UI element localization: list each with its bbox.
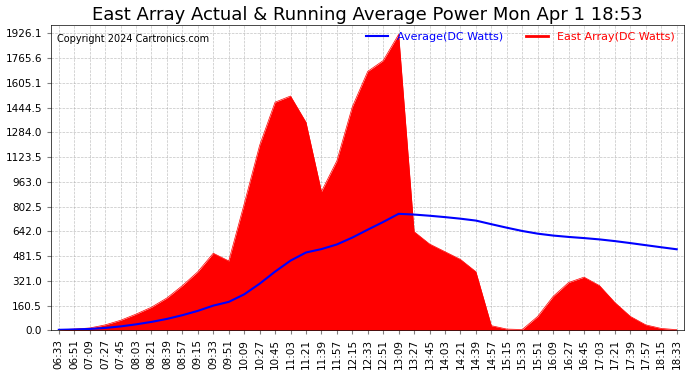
Legend: Average(DC Watts), East Array(DC Watts): Average(DC Watts), East Array(DC Watts) — [362, 28, 679, 46]
Text: Copyright 2024 Cartronics.com: Copyright 2024 Cartronics.com — [57, 34, 210, 44]
Title: East Array Actual & Running Average Power Mon Apr 1 18:53: East Array Actual & Running Average Powe… — [92, 6, 643, 24]
